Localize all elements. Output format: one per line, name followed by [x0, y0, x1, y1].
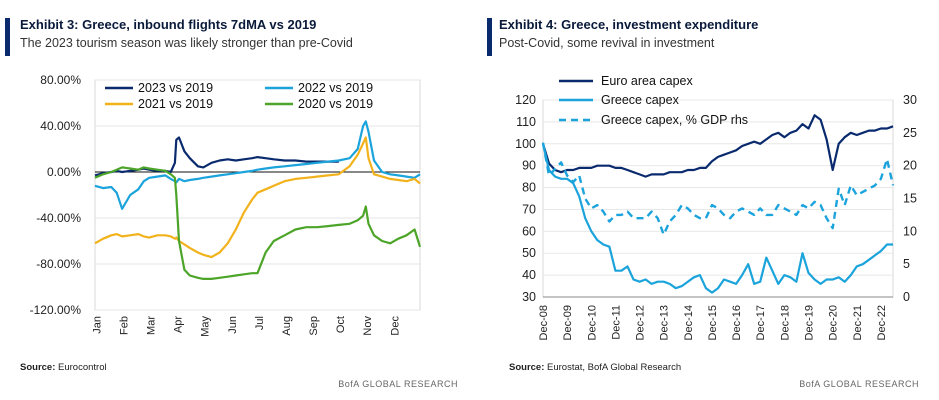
- source-text: Eurocontrol: [58, 362, 107, 373]
- y-tick-label: 120: [515, 93, 536, 107]
- y2-tick-label: 30: [903, 93, 917, 107]
- x-tick-label: Dec-08: [538, 305, 550, 340]
- chart-subtitle: Post-Covid, some revival in investment: [499, 36, 715, 50]
- source-label: Source:: [20, 362, 56, 373]
- x-tick-label: Dec-13: [659, 305, 671, 340]
- x-tick-label: Dec-16: [731, 305, 743, 340]
- x-tick-label: Jan: [91, 316, 103, 334]
- line-chart-flights: 80.00% 40.00% 0.00% -40.00% -80.00% -120.00% J…: [30, 73, 422, 337]
- x-tick-label: Oct: [335, 316, 347, 333]
- source-text: Eurostat, BofA Global Research: [547, 362, 682, 373]
- x-tick-label: Dec-20: [828, 305, 840, 340]
- plot-area: [94, 79, 421, 311]
- chart-title: Exhibit 4: Greece, investment expenditur…: [499, 17, 759, 32]
- y-tick-label: -80.00%: [36, 257, 81, 271]
- y-tick-label: 70: [522, 202, 536, 216]
- brand-footer: BofA GLOBAL RESEARCH: [338, 379, 458, 389]
- source-label: Source:: [509, 362, 545, 373]
- y-tick-label: 100: [515, 137, 536, 151]
- x-tick-label: Dec-15: [707, 305, 719, 340]
- legend-label: Euro area capex: [601, 74, 693, 88]
- y-tick-label: 90: [522, 159, 536, 173]
- x-tick-label: Dec-12: [635, 305, 647, 340]
- chart-subtitle: The 2023 tourism season was likely stron…: [20, 36, 353, 50]
- chart-title: Exhibit 3: Greece, inbound flights 7dMA …: [20, 17, 317, 32]
- y-tick-label: 40: [522, 268, 536, 282]
- y-tick-label: 60: [522, 224, 536, 238]
- x-tick-label: Dec: [389, 316, 401, 336]
- x-tick-label: Dec-11: [610, 305, 622, 340]
- x-tick-label: Dec-10: [586, 305, 598, 340]
- plot-area: [542, 99, 894, 298]
- line-chart-investment: 12011010090807060504030302520151050Dec-0…: [515, 74, 917, 340]
- series-line-2: [94, 120, 421, 210]
- y-tick-label: 110: [516, 115, 536, 129]
- y-tick-label: 40.00%: [40, 119, 81, 133]
- brand-footer: BofA GLOBAL RESEARCH: [799, 379, 919, 389]
- x-tick-label: Dec-14: [683, 305, 695, 340]
- x-tick-label: May: [200, 316, 212, 337]
- series-line-1: [541, 114, 894, 178]
- y2-tick-label: 5: [903, 257, 910, 271]
- y-tick-label: 80: [522, 181, 536, 195]
- y2-tick-label: 20: [903, 159, 917, 173]
- y-tick-label: 30: [522, 290, 536, 304]
- series-line-4: [94, 166, 422, 280]
- accent-bar: [487, 18, 492, 56]
- legend-label: Greece capex: [601, 93, 680, 107]
- legend-label: 2023 vs 2019: [138, 81, 213, 95]
- legend-label: 2020 vs 2019: [298, 97, 373, 111]
- y2-tick-label: 0: [903, 290, 910, 304]
- x-tick-label: Dec-21: [852, 305, 864, 340]
- x-tick-label: Mar: [146, 316, 158, 335]
- legend-label: 2021 vs 2019: [138, 97, 213, 111]
- y2-tick-label: 15: [903, 192, 917, 206]
- x-tick-label: Dec-18: [779, 305, 791, 340]
- exhibit-3-panel: Exhibit 3: Greece, inbound flights 7dMA …: [5, 17, 458, 389]
- legend-label: 2022 vs 2019: [298, 81, 373, 95]
- y2-tick-label: 25: [903, 126, 917, 140]
- x-tick-label: Jul: [254, 316, 266, 330]
- y-tick-label: 80.00%: [40, 73, 81, 87]
- exhibit-4-panel: Exhibit 4: Greece, investment expenditur…: [487, 0, 939, 400]
- series-line-1: [94, 136, 339, 177]
- x-tick-label: Feb: [118, 316, 130, 335]
- y2-tick-label: 10: [903, 224, 917, 238]
- y-tick-label: 50: [522, 246, 536, 260]
- x-tick-label: Dec-19: [804, 305, 816, 340]
- x-tick-label: Dec-22: [876, 305, 888, 340]
- series-line-2: [541, 143, 893, 294]
- series-line-3: [541, 142, 895, 236]
- x-tick-label: Nov: [362, 316, 374, 336]
- x-tick-label: Jun: [227, 316, 239, 334]
- x-tick-label: Apr: [173, 316, 185, 333]
- x-tick-label: Dec-09: [562, 305, 574, 340]
- series-line-3: [94, 136, 421, 259]
- y-tick-label: 0.00%: [47, 165, 81, 179]
- y-tick-label: -120.00%: [30, 303, 82, 317]
- x-tick-label: Aug: [281, 316, 293, 336]
- y-tick-label: -40.00%: [36, 211, 81, 225]
- legend-label: Greece capex, % GDP rhs: [601, 113, 748, 127]
- x-tick-label: Sep: [308, 316, 320, 336]
- accent-bar: [5, 18, 10, 56]
- source-note: Source: Eurocontrol: [20, 362, 107, 373]
- source-note: Source: Eurostat, BofA Global Research: [509, 362, 681, 373]
- x-tick-label: Dec-17: [755, 305, 767, 340]
